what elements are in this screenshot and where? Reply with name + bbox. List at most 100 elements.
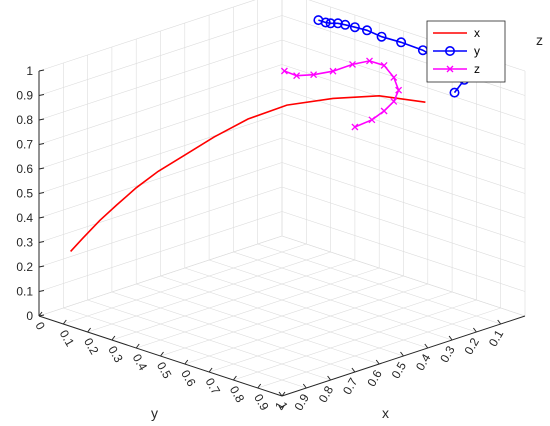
grid-line — [111, 291, 355, 373]
grid-line — [87, 299, 331, 381]
y-axis-label: y — [151, 405, 158, 421]
x-tick-label: 0.4 — [413, 351, 434, 373]
x-tick — [448, 335, 453, 341]
legend-label-x: x — [474, 26, 480, 40]
data-point-stroke — [395, 86, 403, 94]
x-tick — [375, 359, 380, 365]
grid-line — [184, 283, 428, 365]
data-point — [361, 25, 372, 36]
data-point — [395, 86, 403, 94]
x-tick-label: 0.1 — [486, 327, 507, 349]
data-point — [349, 22, 360, 33]
z-tick — [38, 241, 45, 243]
z-tick — [38, 216, 45, 219]
z-tick-label: 0.5 — [16, 187, 33, 201]
data-point — [376, 31, 387, 42]
x-tick-label: 0.6 — [364, 367, 385, 389]
z-tick-label: 0.7 — [16, 138, 33, 152]
data-point — [329, 67, 337, 75]
x-tick-label: 0.5 — [389, 359, 410, 381]
data-point — [310, 71, 318, 79]
grid-line — [38, 0, 256, 72]
data-point-stroke — [351, 123, 359, 131]
z-axis-label: z — [536, 32, 543, 48]
data-point — [368, 116, 376, 124]
grid-line — [136, 283, 380, 365]
z-tick-label: 0.6 — [16, 162, 33, 176]
x-tick-label: 0.8 — [316, 383, 337, 405]
z-tick — [38, 94, 45, 96]
x-tick-label: 0.2 — [462, 335, 483, 357]
grid-line — [160, 275, 404, 357]
data-point — [366, 57, 373, 65]
data-point — [349, 60, 356, 68]
z-tick — [38, 118, 45, 121]
grid-line — [281, 39, 526, 121]
data-point — [380, 61, 388, 69]
z-tick — [38, 143, 45, 145]
data-point — [446, 65, 454, 73]
grid-line — [281, 113, 526, 194]
y-tick — [38, 311, 43, 317]
x-tick — [351, 367, 356, 373]
data-point-stroke — [293, 72, 301, 80]
legend: xyz — [426, 20, 506, 83]
data-point-stroke — [380, 107, 388, 115]
y-tick-label: 0.7 — [203, 376, 224, 398]
data-point — [351, 123, 359, 131]
z-tick — [38, 290, 45, 292]
z-tick — [38, 265, 45, 268]
data-point — [444, 45, 455, 56]
data-point — [390, 97, 398, 105]
data-point-stroke — [366, 57, 373, 65]
z-tick-label: 0.8 — [16, 113, 33, 127]
y-tick — [184, 359, 189, 365]
y-tick — [62, 319, 67, 325]
grid-line — [281, 88, 526, 170]
y-tick — [281, 391, 286, 397]
y-tick-label: 0.4 — [130, 352, 151, 374]
y-tick-label: 0.6 — [178, 368, 199, 390]
z-tick — [38, 69, 45, 72]
x-tick-label: 0.9 — [291, 391, 312, 413]
z-tick-label: 0.3 — [16, 236, 33, 250]
y-tick-label: 0.9 — [251, 392, 272, 414]
z-tick — [38, 192, 45, 194]
y-tick-label: 0.8 — [227, 384, 248, 406]
series — [70, 15, 470, 252]
z-tick-label: 0.4 — [16, 211, 33, 225]
x-axis-label: x — [382, 405, 389, 421]
y-tick — [135, 343, 140, 349]
z-tick-label: 0.2 — [16, 260, 33, 274]
series-line-x — [70, 94, 426, 252]
data-point-stroke — [380, 61, 388, 69]
grid-line — [63, 307, 307, 389]
x-tick — [302, 383, 307, 389]
y-tick — [208, 367, 213, 373]
data-point — [449, 87, 460, 98]
legend-label-y: y — [474, 44, 480, 58]
z-tick-label: 0.1 — [16, 285, 33, 299]
data-point — [325, 18, 336, 29]
z-tick — [38, 314, 45, 317]
data-point-stroke — [368, 116, 376, 124]
grid-line — [281, 64, 526, 145]
y-tick — [111, 335, 116, 341]
grid-line — [209, 291, 453, 373]
x-tick — [424, 343, 429, 349]
data-point — [280, 67, 288, 75]
grid-line — [38, 15, 283, 96]
data-point-stroke — [390, 73, 398, 81]
grid-line — [38, 88, 283, 170]
y-tick-label: 0.1 — [57, 328, 78, 350]
data-point-stroke — [310, 71, 318, 79]
z-tick-label: 1 — [26, 64, 33, 78]
grid-line — [38, 39, 283, 121]
y-tick-label: 0.5 — [154, 360, 175, 382]
x-tick — [278, 391, 283, 397]
grid-line — [233, 299, 477, 381]
z-tick-label: 0 — [26, 309, 33, 323]
y-tick — [232, 375, 237, 381]
